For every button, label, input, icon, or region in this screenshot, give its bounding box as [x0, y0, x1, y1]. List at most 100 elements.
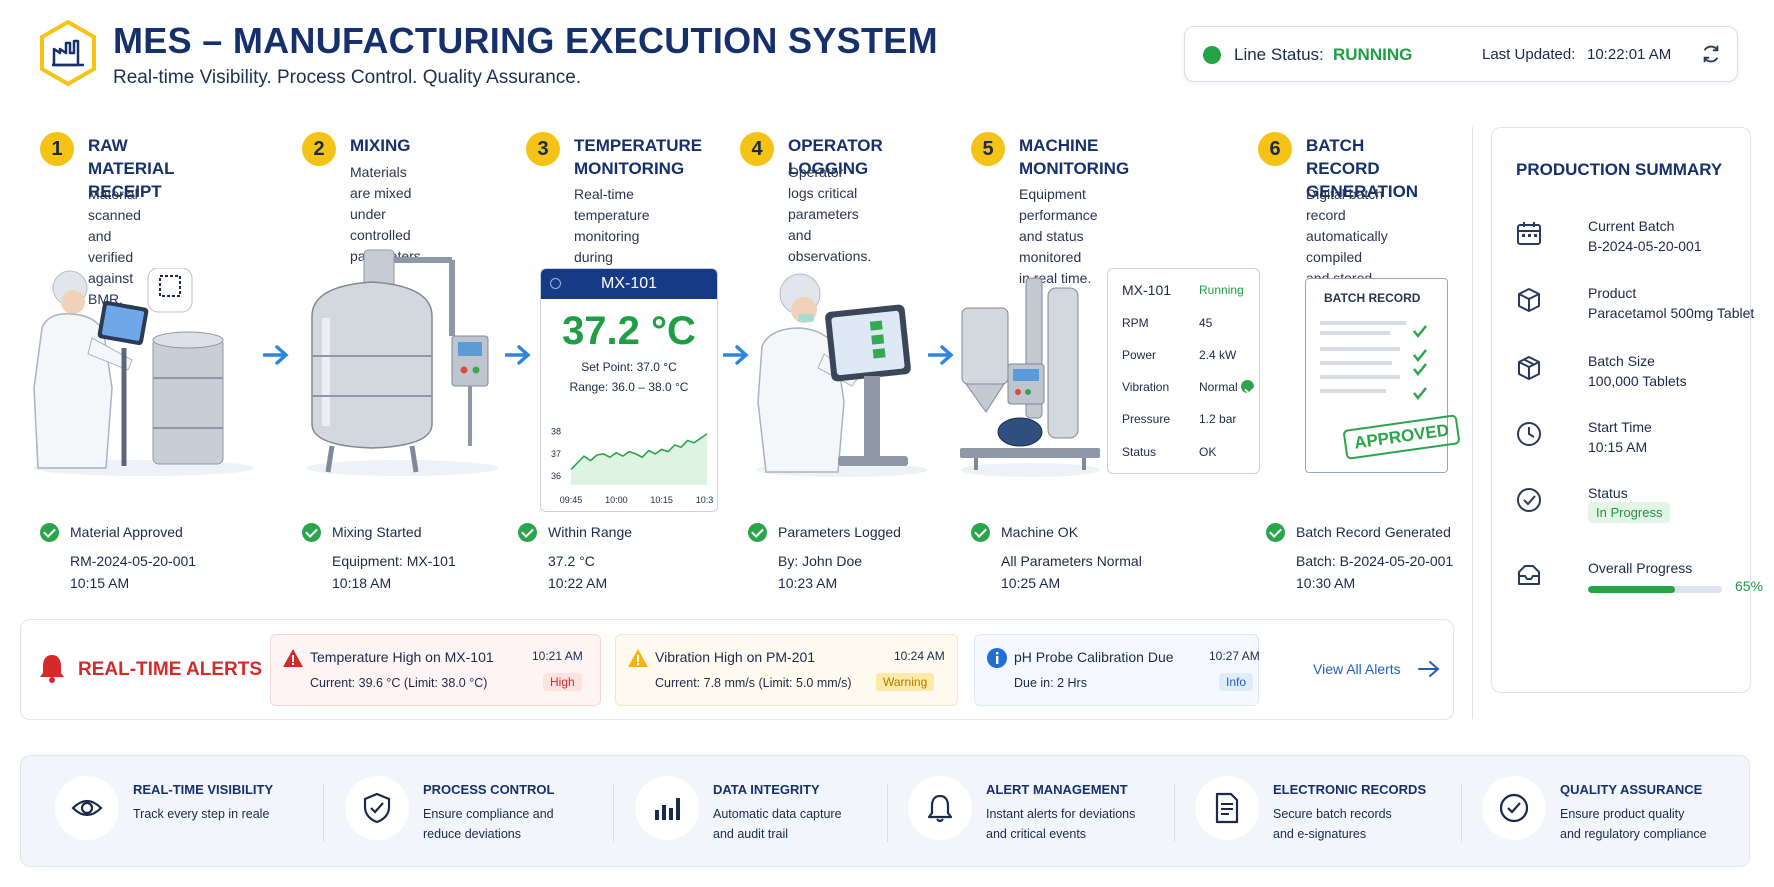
check-icon — [971, 523, 990, 542]
progress-bar-fill — [1588, 586, 1676, 593]
alert-item[interactable]: pH Probe Calibration Due 10:27 AM Due in… — [974, 634, 1260, 706]
feature-icon-circle — [345, 776, 409, 840]
step-status-time: 10:23 AM — [778, 575, 838, 591]
step-number: 3 — [526, 132, 560, 166]
alert-item[interactable]: Temperature High on MX-101 10:21 AM Curr… — [270, 634, 601, 706]
view-all-alerts-link[interactable]: View All Alerts — [1313, 661, 1401, 677]
summary-label: Product — [1588, 285, 1637, 301]
batch-record-doc-title: BATCH RECORD — [1324, 291, 1421, 305]
step-status-title: Machine OK — [1001, 524, 1079, 540]
step-status-time: 10:18 AM — [332, 575, 392, 591]
shield-check-icon — [363, 792, 391, 824]
refresh-icon[interactable] — [1700, 43, 1722, 65]
feature-electronic-records: ELECTRONIC RECORDS Secure batch records … — [1161, 756, 1448, 868]
summary-value: B-2024-05-20-001 — [1588, 238, 1702, 254]
step-status-detail: Batch: B-2024-05-20-001 — [1296, 553, 1454, 569]
feature-quality-assurance: QUALITY ASSURANCE Ensure product quality… — [1448, 756, 1748, 868]
check-icon — [1266, 523, 1285, 542]
production-summary-panel: PRODUCTION SUMMARY Current Batch B-2024-… — [1491, 127, 1763, 693]
document-icon — [1215, 792, 1239, 824]
alert-level-badge: Info — [1219, 673, 1254, 691]
alert-title: Vibration High on PM-201 — [655, 649, 816, 665]
alert-item[interactable]: Vibration High on PM-201 10:24 AM Curren… — [615, 634, 958, 706]
feature-description: Ensure product quality and regulatory co… — [1560, 807, 1707, 841]
progress-bar — [1588, 586, 1722, 593]
feature-alert-management: ALERT MANAGEMENT Instant alerts for devi… — [874, 756, 1161, 868]
temperature-trend-chart: 38 37 36 09:45 10:00 10:15 10:30 — [551, 427, 713, 505]
feature-separator — [323, 784, 324, 842]
step-status-detail: By: John Doe — [778, 553, 863, 569]
step-status-time: 10:15 AM — [70, 575, 130, 591]
last-updated-value: 10:22:01 AM — [1587, 46, 1672, 63]
step-status-title: Mixing Started — [332, 524, 422, 540]
check-circle-icon — [1517, 488, 1541, 512]
step-number: 6 — [1258, 132, 1292, 166]
alert-time: 10:27 AM — [1209, 649, 1260, 663]
feature-icon-circle — [908, 776, 972, 840]
factory-logo-icon — [40, 19, 96, 87]
features-bar: REAL-TIME VISIBILITY Track every step in… — [20, 755, 1750, 867]
x-tick-label: 10:30 — [696, 495, 713, 505]
step-title: BATCH RECORD GENERATION — [1306, 136, 1419, 201]
feature-title: ALERT MANAGEMENT — [986, 782, 1128, 797]
feature-description: Track every step in reale — [133, 807, 270, 821]
alert-level-badge: High — [543, 673, 582, 691]
last-updated-label: Last Updated: — [1482, 46, 1576, 63]
feature-title: QUALITY ASSURANCE — [1560, 782, 1703, 797]
y-tick-label: 36 — [551, 471, 561, 481]
feature-icon-circle — [635, 776, 699, 840]
package-icon — [1518, 356, 1540, 380]
summary-label: Current Batch — [1588, 218, 1675, 234]
step-status-detail: All Parameters Normal — [1001, 553, 1142, 569]
approved-stamp: APPROVED — [1342, 414, 1461, 460]
summary-label: Status — [1588, 485, 1628, 501]
summary-value: 100,000 Tablets — [1588, 373, 1687, 389]
temperature-range: Range: 36.0 – 38.0 °C — [569, 380, 689, 394]
feature-separator — [1174, 784, 1175, 842]
line-status-label: Line Status: — [1234, 45, 1324, 64]
mixing-tank-illustration — [306, 249, 498, 476]
x-tick-label: 10:15 — [650, 495, 673, 505]
alert-level-badge: Warning — [876, 673, 935, 691]
sensor-icon — [550, 278, 561, 289]
step-status-detail: Equipment: MX-101 — [332, 553, 456, 569]
summary-value: 10:15 AM — [1588, 439, 1648, 455]
machine-param-value: 2.4 kW — [1199, 348, 1237, 362]
step-status-title: Batch Record Generated — [1296, 524, 1451, 540]
bar-chart-icon — [655, 798, 680, 820]
info-icon — [987, 648, 1007, 668]
machine-status-card: MX-101 Running RPM 45 Power 2.4 kW Vibra… — [1107, 268, 1260, 474]
temperature-card-header: MX-101 — [541, 269, 717, 299]
step-title: MACHINE MONITORING — [1019, 136, 1130, 178]
line-status-panel: Line Status: RUNNING Last Updated: 10:22… — [1184, 26, 1738, 82]
step-description: Operator logs critical parameters and ob… — [788, 164, 872, 264]
feature-description: Ensure compliance and reduce deviations — [423, 807, 554, 841]
step-status-time: 10:22 AM — [548, 575, 608, 591]
feature-real-time-visibility: REAL-TIME VISIBILITY Track every step in… — [21, 756, 311, 868]
progress-percent: 65% — [1735, 578, 1764, 594]
machine-state: Running — [1199, 283, 1244, 297]
feature-process-control: PROCESS CONTROL Ensure compliance and re… — [311, 756, 601, 868]
step-description: Digital batch record automatically compi… — [1306, 186, 1388, 286]
line-status-value: RUNNING — [1333, 45, 1413, 64]
section-divider — [1472, 127, 1473, 719]
machine-param-value: Normal — [1199, 380, 1238, 394]
machine-name: MX-101 — [1122, 282, 1172, 298]
trend-area — [571, 433, 707, 485]
step-number: 4 — [740, 132, 774, 166]
summary-label: Overall Progress — [1588, 560, 1693, 576]
feature-title: DATA INTEGRITY — [713, 782, 820, 797]
bell-icon — [927, 794, 953, 823]
machine-param-label: Vibration — [1122, 380, 1170, 394]
feature-description: Automatic data capture and audit trail — [713, 807, 842, 841]
step-status-time: 10:25 AM — [1001, 575, 1061, 591]
step-number: 1 — [40, 132, 74, 166]
step-status-detail: 37.2 °C — [548, 553, 595, 569]
feature-separator — [613, 784, 614, 842]
arrow-right-icon[interactable] — [1418, 660, 1440, 678]
step-description: Equipment performance and status monitor… — [1019, 186, 1098, 286]
warning-triangle-icon — [283, 649, 303, 667]
machine-param-value: 45 — [1199, 316, 1213, 330]
vibration-ok-icon — [1241, 380, 1254, 393]
step-status-title: Within Range — [548, 524, 633, 540]
